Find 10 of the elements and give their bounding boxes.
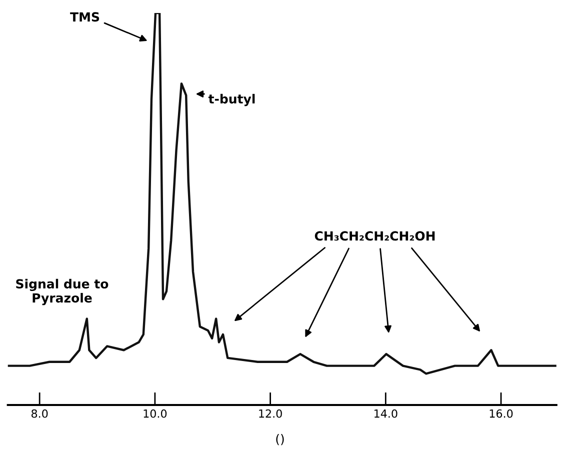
text: (): [276, 434, 284, 446]
x-tick-label: 12.0: [259, 409, 282, 418]
x-tick-label: 8.0: [32, 409, 48, 418]
x-tick-label: 14.0: [374, 409, 398, 418]
annotation: Signal due to Pyrazole: [16, 278, 108, 306]
x-tick-label: 16.0: [490, 409, 513, 418]
x-tick-label: 10.0: [144, 409, 167, 418]
annotation: CH₃CH₂CH₂CH₂OH: [314, 231, 435, 241]
annotation: TMS: [70, 12, 100, 22]
annotation: t-butyl: [208, 94, 255, 106]
